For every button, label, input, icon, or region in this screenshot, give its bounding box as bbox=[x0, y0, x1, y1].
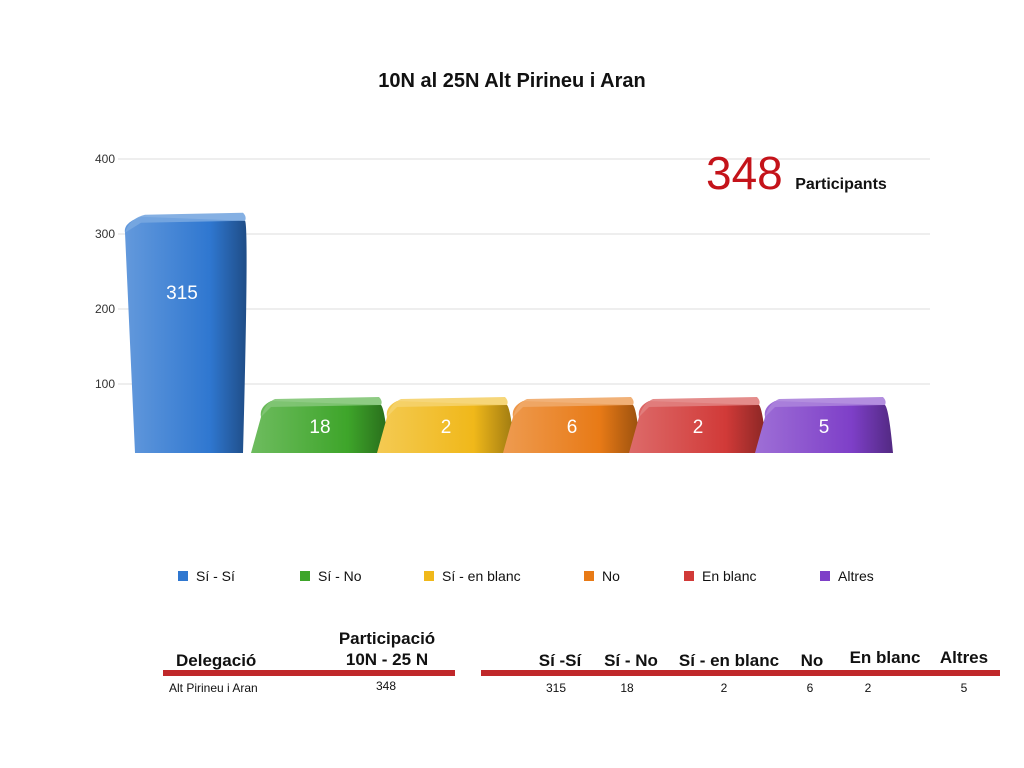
participants-label: Participants bbox=[795, 176, 887, 193]
cell-altres: 5 bbox=[960, 681, 968, 695]
cell-si-si: 315 bbox=[545, 681, 567, 695]
legend-label: Sí - en blanc bbox=[442, 568, 521, 584]
header-no: No bbox=[800, 651, 824, 670]
bar bbox=[124, 216, 247, 453]
legend-item: Sí - Sí bbox=[178, 568, 235, 584]
data-label: 315 bbox=[166, 283, 198, 304]
table-rule-right bbox=[481, 670, 1000, 676]
data-label: 18 bbox=[309, 417, 330, 438]
table-rule-left bbox=[163, 670, 455, 676]
header-participacio-line1: Participació bbox=[338, 629, 436, 648]
legend-swatch bbox=[300, 571, 310, 581]
header-altres: Altres bbox=[939, 648, 989, 667]
header-si-en-blanc: Sí - en blanc bbox=[678, 651, 780, 670]
participants-callout: 348 Participants bbox=[706, 146, 887, 200]
cell-si-en-blanc: 2 bbox=[720, 681, 728, 695]
bar-top bbox=[387, 397, 508, 417]
bar-top bbox=[639, 397, 760, 417]
header-si-si: Sí -Sí bbox=[538, 651, 582, 670]
bar bbox=[755, 401, 893, 453]
chart-title: 10N al 25N Alt Pirineu i Aran bbox=[378, 70, 646, 92]
legend-item: No bbox=[584, 568, 620, 584]
y-tick-label: 200 bbox=[95, 302, 115, 316]
y-tick-label: 300 bbox=[95, 227, 115, 241]
header-participacio-line2: 10N - 25 N bbox=[345, 650, 429, 669]
cell-en-blanc: 2 bbox=[864, 681, 872, 695]
header-si-no: Sí - No bbox=[604, 651, 658, 670]
bar-top bbox=[261, 397, 382, 417]
grid-lines bbox=[118, 158, 930, 385]
legend-label: No bbox=[602, 568, 620, 584]
bar bbox=[377, 401, 515, 453]
bar bbox=[251, 401, 389, 453]
legend-swatch bbox=[424, 571, 434, 581]
legend-swatch bbox=[820, 571, 830, 581]
cell-delegacio: Alt Pirineu i Aran bbox=[169, 681, 258, 695]
bar-top bbox=[125, 212, 246, 233]
legend-label: Sí - No bbox=[318, 568, 362, 584]
cell-no: 6 bbox=[806, 681, 814, 695]
y-tick-label: 400 bbox=[95, 152, 115, 166]
header-en-blanc: En blanc bbox=[849, 648, 921, 667]
data-labels: 315 18 2 6 2 5 bbox=[166, 283, 829, 438]
bar-chart: 100 200 300 400 315 18 2 6 2 5 bbox=[95, 152, 930, 453]
header-delegacio: Delegació bbox=[176, 651, 257, 670]
data-label: 2 bbox=[693, 417, 704, 438]
header-participacio: Participació 10N - 25 N bbox=[320, 628, 454, 670]
y-axis-ticks: 100 200 300 400 bbox=[95, 152, 115, 391]
bars bbox=[124, 212, 893, 453]
legend-swatch bbox=[584, 571, 594, 581]
legend-item: En blanc bbox=[684, 568, 756, 584]
legend-label: Altres bbox=[838, 568, 874, 584]
cell-si-no: 18 bbox=[620, 681, 634, 695]
data-label: 6 bbox=[567, 417, 578, 438]
legend-label: En blanc bbox=[702, 568, 757, 584]
cell-participacio: 348 bbox=[375, 679, 397, 693]
data-label: 5 bbox=[819, 417, 830, 438]
legend-item: Sí - en blanc bbox=[424, 568, 521, 584]
bar bbox=[503, 401, 641, 453]
bar bbox=[629, 401, 767, 453]
bar-top bbox=[513, 397, 634, 417]
y-tick-label: 100 bbox=[95, 377, 115, 391]
data-label: 2 bbox=[441, 417, 452, 438]
legend-item: Sí - No bbox=[300, 568, 362, 584]
legend-swatch bbox=[684, 571, 694, 581]
legend-item: Altres bbox=[820, 568, 874, 584]
bar-top bbox=[765, 397, 886, 417]
legend-swatch bbox=[178, 571, 188, 581]
participants-count: 348 bbox=[706, 147, 783, 199]
legend-label: Sí - Sí bbox=[196, 568, 235, 584]
